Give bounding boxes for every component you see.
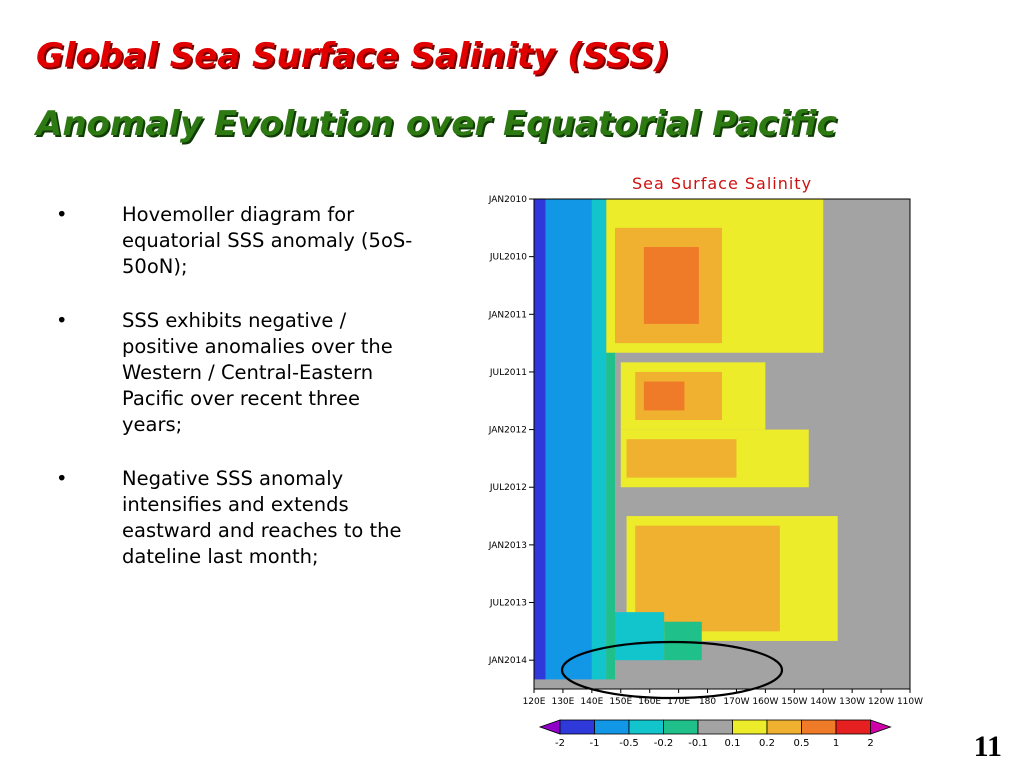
anomaly-region [643,381,685,411]
y-tick-label: JAN2013 [488,541,527,551]
y-tick-label: JUL2013 [489,599,527,609]
y-axis: JAN2010 JUL2010 JAN2011 JUL2011 JAN2012 JUL20… [488,195,534,666]
plot-area [533,198,911,690]
colorbar-label: -0.2 [654,738,674,749]
anomaly-region [643,247,699,324]
colorbar-segment [801,719,837,735]
x-tick-label: 110W [897,697,923,707]
bullet-list: • Hovemoller diagram for equatorial SSS … [56,202,416,598]
colorbar-label: -0.1 [688,738,708,749]
x-tick-label: 160E [638,697,661,707]
y-tick-label: JUL2010 [489,253,527,263]
anomaly-region [614,612,665,661]
bullet-item: • Hovemoller diagram for equatorial SSS … [56,202,416,280]
slide-title-line2: Anomaly Evolution over Equatorial Pacifi… [36,104,837,144]
colorbar-segment [870,719,892,735]
y-tick-label: JUL2012 [489,483,527,493]
colorbar-label: -2 [555,738,565,749]
anomaly-region [545,199,592,680]
x-tick-label: 140W [810,697,836,707]
x-tick-label: 180 [699,697,716,707]
colorbar-segment [559,719,595,735]
colorbar-label: 2 [867,738,873,749]
colorbar: -2 -1 -0.5 -0.2 -0.1 0.1 0.2 0.5 1 2 [538,719,892,749]
plot-frame [533,198,911,690]
salinity-hovmoller-chart: Sea Surface Salinity JAN2010JUL2010JAN20… [488,174,923,749]
colorbar-segment [538,719,561,735]
colorbar-label: 0.5 [794,738,810,749]
colorbar-segment [835,719,871,735]
x-tick-label: 160W [752,697,778,707]
anomaly-region [591,199,607,680]
anomaly-region [626,439,737,478]
highlight-ellipse [560,640,784,700]
page-number: 11 [973,730,1002,763]
bullet-dot-icon: • [56,203,68,226]
colorbar-segment [697,719,733,735]
x-tick-label: 170W [723,697,749,707]
bullet-text: Hovemoller diagram for equatorial SSS an… [122,203,413,278]
bullet-text: Negative SSS anomaly intensifies and ext… [122,467,402,568]
slide-title-line1: Global Sea Surface Salinity (SSS) [36,36,670,76]
x-tick-label: 170E [667,697,690,707]
bullet-text: SSS exhibits negative / positive anomali… [122,309,393,436]
colorbar-label: -0.5 [619,738,639,749]
x-tick-label: 150W [781,697,807,707]
colorbar-segment [594,719,630,735]
colorbar-segment [663,719,699,735]
anomaly-region [606,199,615,680]
colorbar-segment [766,719,802,735]
y-tick-label: JAN2014 [488,656,528,666]
colorbar-label: 0.2 [759,738,775,749]
bullet-item: • Negative SSS anomaly intensifies and e… [56,466,416,570]
colorbar-label: -1 [590,738,600,749]
x-tick-label: 130E [551,697,574,707]
colorbar-segment [732,719,768,735]
y-tick-label: JUL2011 [489,368,527,378]
x-tick-label: 130W [839,697,865,707]
x-tick-label: 140E [580,697,603,707]
colorbar-segment [628,719,664,735]
x-tick-label: 150E [609,697,632,707]
chart-title: Sea Surface Salinity [632,174,812,193]
y-tick-label: JAN2011 [488,310,527,320]
y-tick-label: JAN2012 [488,426,527,436]
bullet-dot-icon: • [56,309,68,332]
anomaly-region [534,199,546,680]
y-tick-label: JAN2010 [488,195,528,205]
colorbar-label: 1 [833,738,839,749]
bullet-item: • SSS exhibits negative / positive anoma… [56,308,416,438]
x-tick-label: 120E [523,697,546,707]
x-axis: 120E 130E 140E 150E 160E 170E 180 170W 160W 150W 1… [523,689,923,707]
bullet-dot-icon: • [56,467,68,490]
colorbar-label: 0.1 [725,738,741,749]
x-tick-label: 120W [868,697,894,707]
